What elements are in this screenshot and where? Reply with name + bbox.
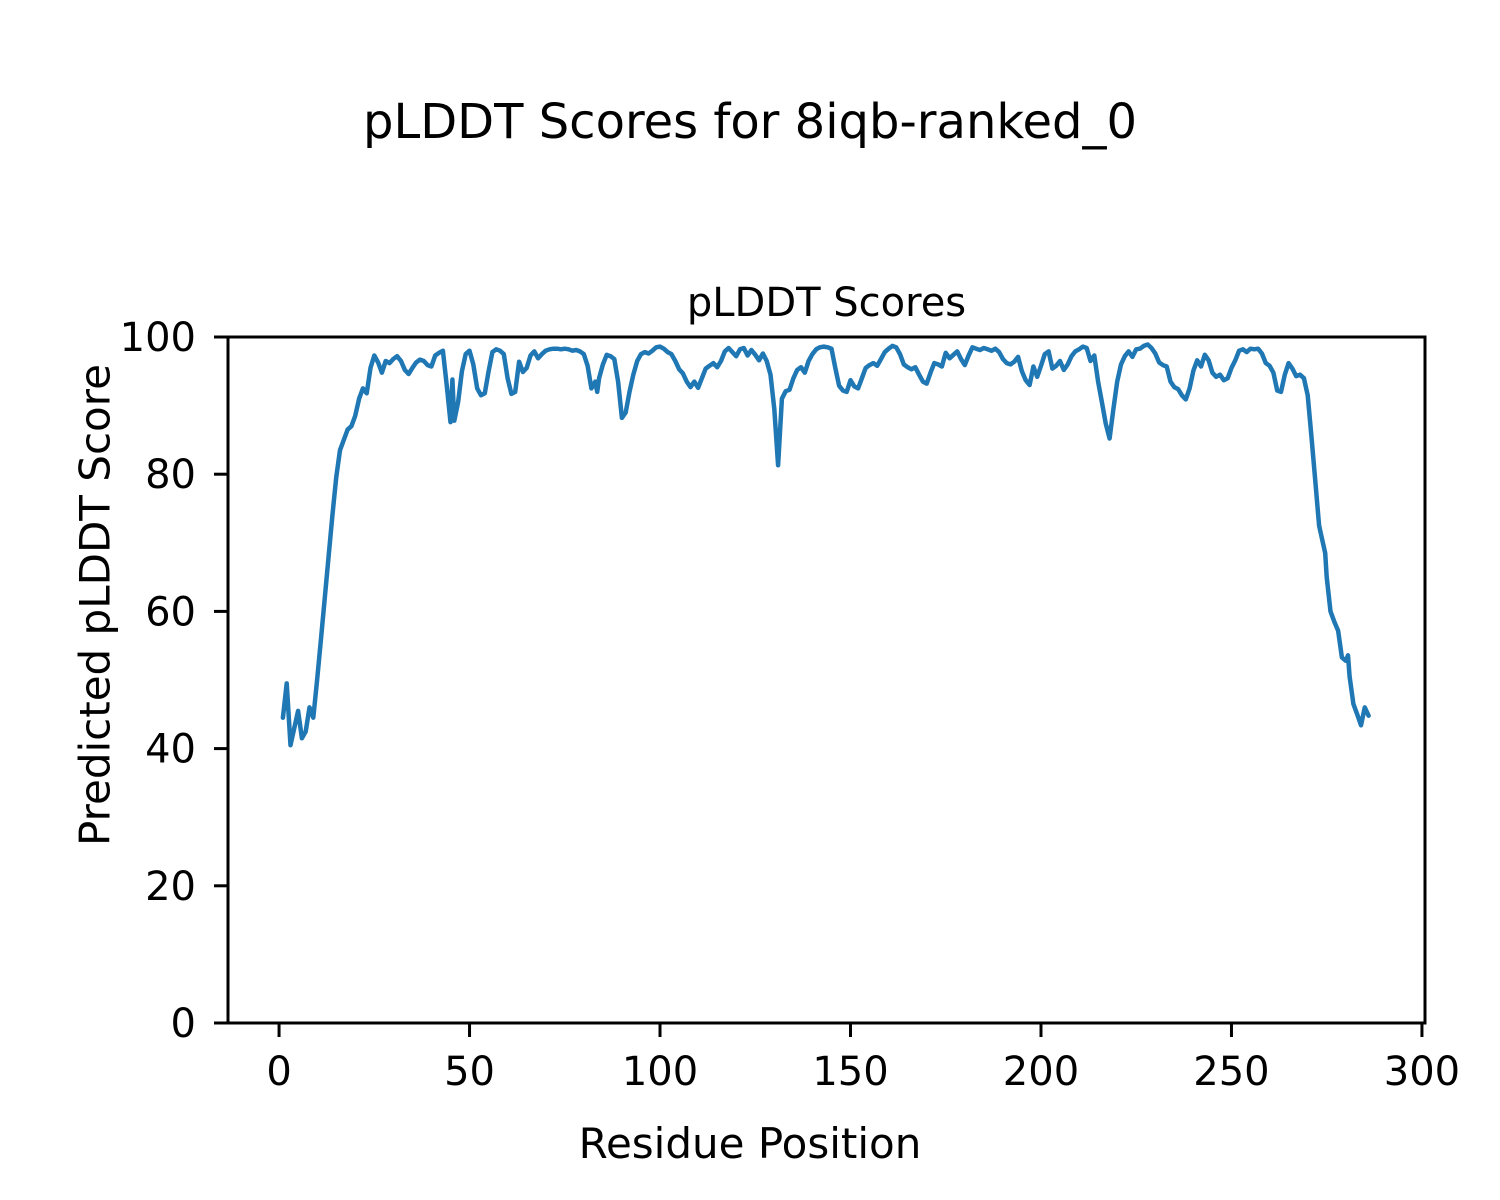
x-tick-label: 200 (1003, 1049, 1079, 1095)
y-tick-label: 80 (145, 452, 196, 498)
x-tick-label: 0 (266, 1049, 291, 1095)
y-tick-label: 100 (120, 315, 196, 361)
axes-spines (226, 335, 1427, 1025)
x-axis-label: Residue Position (578, 1119, 922, 1168)
y-tick-label: 20 (145, 864, 196, 910)
x-tick-label: 250 (1193, 1049, 1269, 1095)
y-tick-label: 40 (145, 727, 196, 773)
x-tick-label: 300 (1384, 1049, 1460, 1095)
y-tick-label: 60 (145, 589, 196, 635)
plddt-line (280, 342, 1371, 748)
figure-suptitle: pLDDT Scores for 8iqb-ranked_0 (363, 94, 1137, 150)
x-tick-label: 50 (444, 1049, 495, 1095)
x-tick-label: 150 (812, 1049, 888, 1095)
axes-title: pLDDT Scores (686, 280, 967, 326)
y-tick-label: 0 (171, 1001, 196, 1047)
x-tick-label: 100 (622, 1049, 698, 1095)
